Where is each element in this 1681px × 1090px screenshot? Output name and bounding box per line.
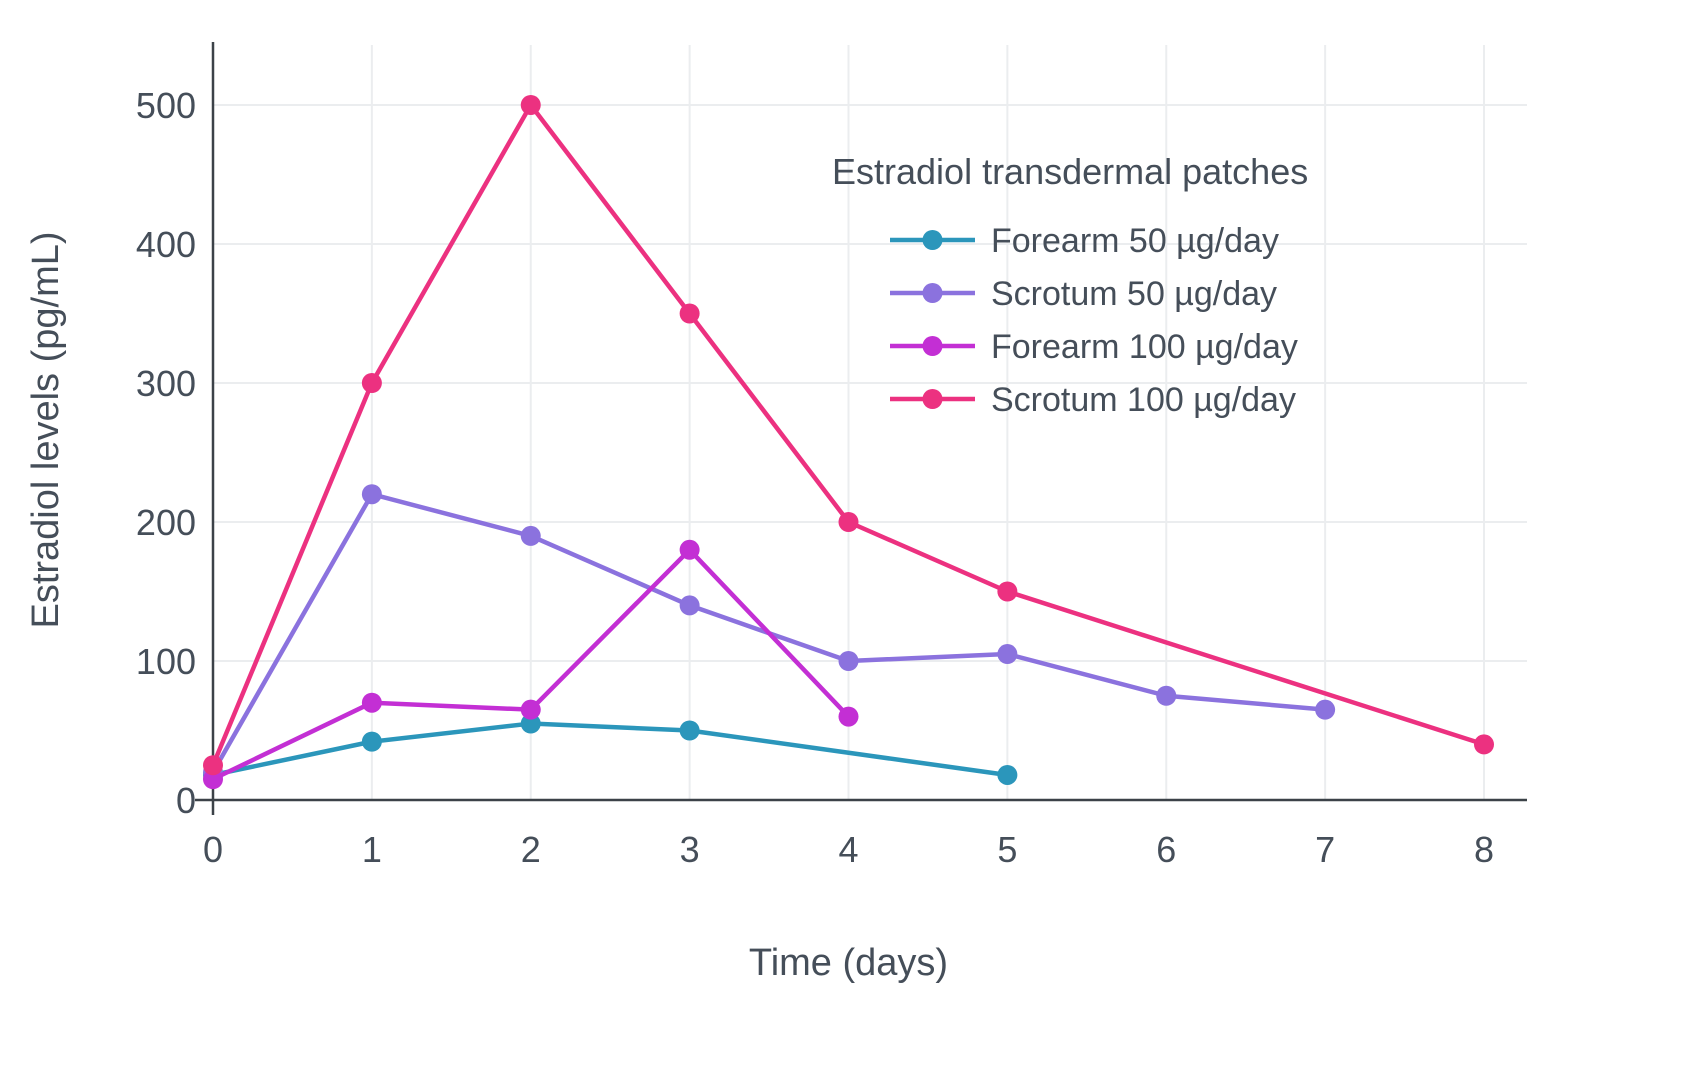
x-tick-label: 6 xyxy=(1156,829,1176,870)
legend-item-scrotum-100-g-day[interactable]: Scrotum 100 µg/day xyxy=(890,381,1296,419)
legend-swatch-marker xyxy=(922,336,943,356)
y-tick-label: 100 xyxy=(136,641,196,682)
data-point xyxy=(997,581,1018,602)
legend-item-label: Scrotum 50 µg/day xyxy=(991,275,1277,313)
legend-item-forearm-50-g-day[interactable]: Forearm 50 µg/day xyxy=(890,222,1279,260)
x-tick-label: 0 xyxy=(203,829,223,870)
y-tick-label: 300 xyxy=(136,363,196,404)
plot-series xyxy=(203,95,1494,790)
data-point xyxy=(520,699,541,720)
axes xyxy=(195,42,1527,815)
data-point xyxy=(679,539,700,560)
y-axis-title: Estradiol levels (pg/mL) xyxy=(25,231,67,628)
x-tick-label: 5 xyxy=(997,829,1017,870)
data-point xyxy=(997,764,1018,785)
data-point xyxy=(361,731,382,752)
series-scrotum-100-g-day xyxy=(203,95,1494,776)
legend: Estradiol transdermal patches Forearm 50 … xyxy=(832,151,1308,419)
legend-swatch-marker xyxy=(922,389,943,409)
y-tick-label: 400 xyxy=(136,224,196,265)
x-tick-label: 4 xyxy=(838,829,858,870)
data-point xyxy=(838,651,859,671)
legend-swatch-marker xyxy=(922,230,943,250)
legend-item-label: Forearm 50 µg/day xyxy=(991,222,1279,260)
data-point xyxy=(203,769,223,790)
series-line xyxy=(210,721,1010,778)
data-point xyxy=(679,595,700,616)
x-tick-label: 3 xyxy=(680,829,700,870)
x-axis-title: Time (days) xyxy=(749,942,948,984)
data-point xyxy=(679,720,700,741)
y-tick-label: 0 xyxy=(176,780,196,821)
data-point xyxy=(1474,734,1494,755)
x-tick-label: 7 xyxy=(1315,829,1335,870)
x-tick-label: 8 xyxy=(1474,829,1494,870)
legend-item-scrotum-50-g-day[interactable]: Scrotum 50 µg/day xyxy=(890,275,1277,313)
legend-item-forearm-100-g-day[interactable]: Forearm 100 µg/day xyxy=(890,328,1298,366)
legend-item-label: Scrotum 100 µg/day xyxy=(991,381,1296,419)
data-point xyxy=(997,644,1018,665)
gridlines xyxy=(212,45,1527,800)
data-point xyxy=(838,512,859,532)
data-point xyxy=(520,95,541,115)
x-tick-label: 1 xyxy=(362,829,382,870)
data-point xyxy=(1315,699,1336,720)
data-point xyxy=(520,713,541,734)
data-point xyxy=(361,373,382,393)
x-tick-label: 2 xyxy=(521,829,541,870)
legend-title: Estradiol transdermal patches xyxy=(832,151,1308,192)
y-tick-label: 200 xyxy=(136,502,196,543)
tick-labels: 0 1 2 3 4 5 6 7 8 0 100 200 300 400 500 xyxy=(136,85,1494,870)
y-tick-label: 500 xyxy=(136,85,196,126)
data-point xyxy=(838,706,859,727)
data-point xyxy=(520,525,541,546)
legend-swatch-marker xyxy=(922,283,943,303)
data-point xyxy=(679,303,700,324)
legend-item-label: Forearm 100 µg/day xyxy=(991,328,1298,366)
data-point xyxy=(1156,685,1177,706)
data-point xyxy=(203,755,223,776)
series-forearm-100-g-day xyxy=(203,539,859,790)
data-point xyxy=(361,692,382,713)
data-point xyxy=(361,484,382,505)
